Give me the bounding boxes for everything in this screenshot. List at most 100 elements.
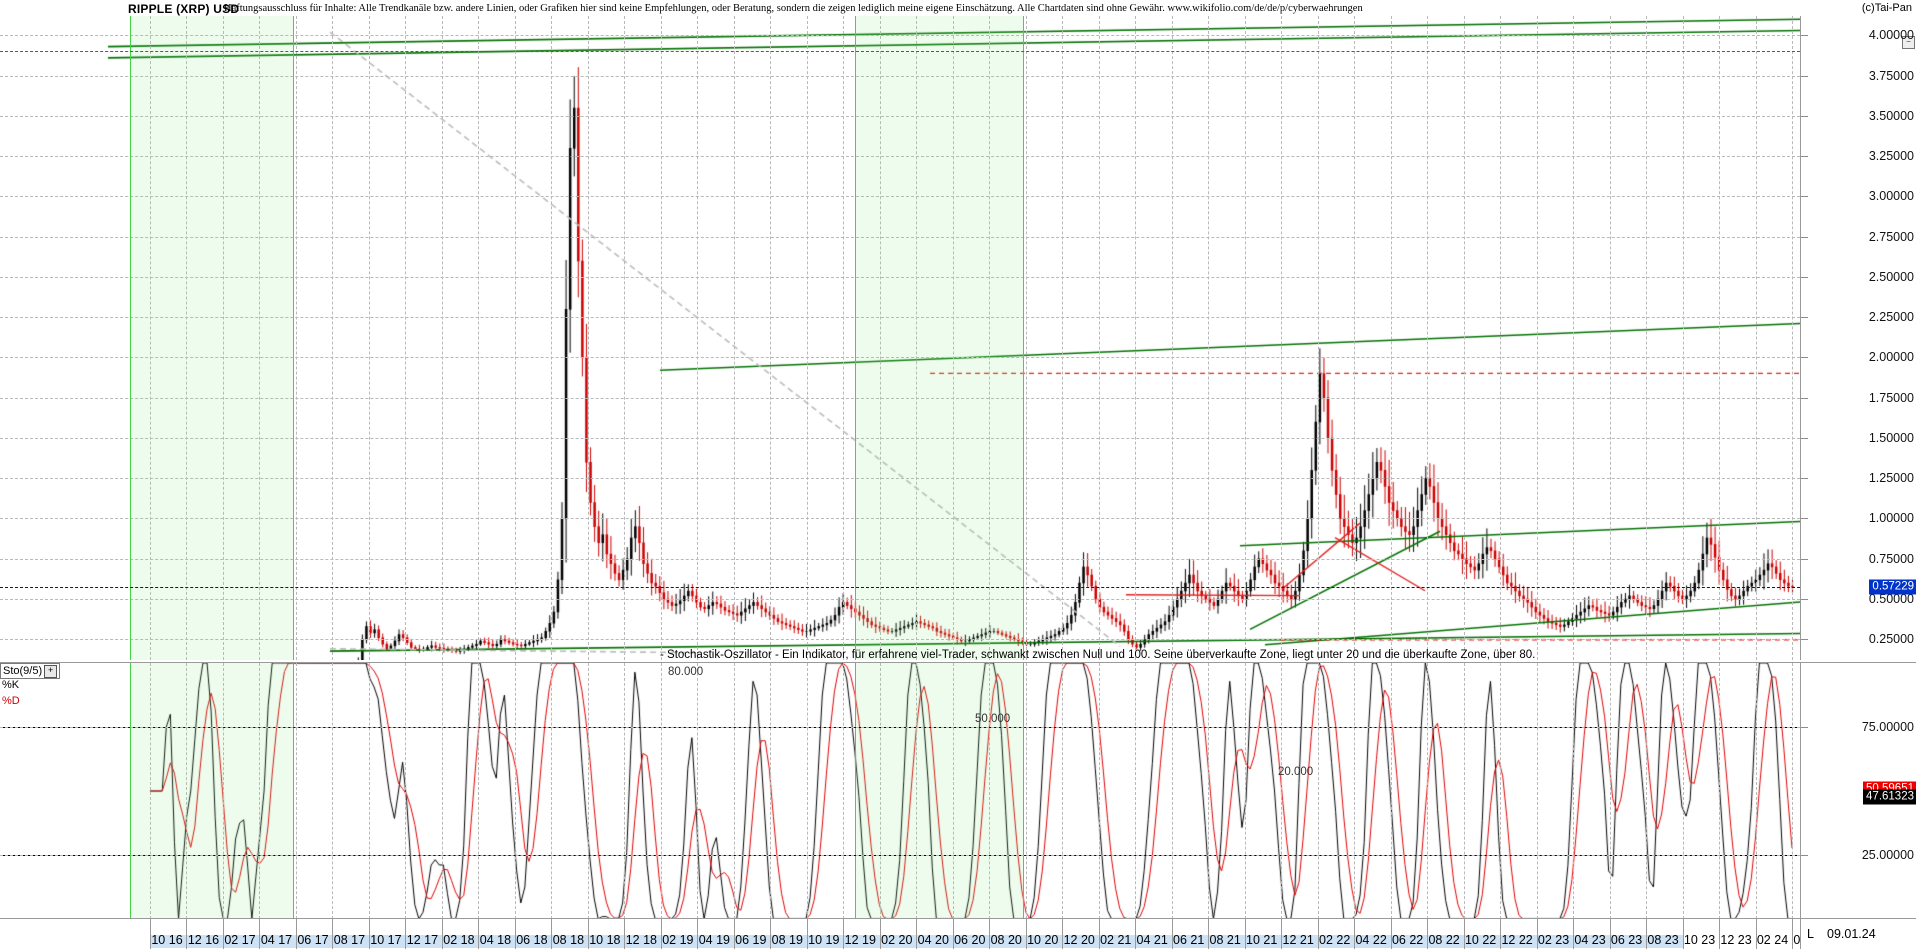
grid-line-vertical xyxy=(1025,663,1027,919)
grid-line-vertical xyxy=(1646,16,1648,660)
grid-line-vertical xyxy=(441,16,443,660)
grid-line-vertical xyxy=(770,663,772,919)
grid-line-vertical xyxy=(733,663,735,919)
date-tick-label: 06 17 xyxy=(297,933,329,947)
grid-line-vertical xyxy=(1354,663,1356,919)
grid-line-horizontal xyxy=(0,156,1800,158)
grid-line-horizontal xyxy=(0,276,1800,278)
date-tick xyxy=(1171,919,1173,949)
date-tick-label: 10 16 xyxy=(151,933,183,947)
grid-line-vertical xyxy=(1573,663,1575,919)
date-tick xyxy=(1719,919,1721,949)
grid-line-vertical xyxy=(1135,16,1137,660)
date-tick-label: 02 18 xyxy=(443,933,475,947)
grid-line-vertical xyxy=(1244,663,1246,919)
grid-line-vertical xyxy=(1281,16,1283,660)
date-axis-corner: L 09.01.24 xyxy=(1800,918,1916,949)
price-chart-pane[interactable] xyxy=(0,16,1800,660)
date-tick-label: 04 21 xyxy=(1136,933,1168,947)
price-axis-tick xyxy=(1801,156,1808,158)
date-tick-label: 02 23 xyxy=(1537,933,1570,947)
price-axis-tick xyxy=(1801,518,1808,520)
price-axis-label: 1.00000 xyxy=(1868,511,1914,526)
date-tick xyxy=(1609,919,1611,949)
last-price-badge: 0.57229 xyxy=(1869,579,1916,595)
grid-line-vertical xyxy=(806,663,808,919)
grid-line-vertical xyxy=(186,663,188,919)
date-tick xyxy=(1682,919,1684,949)
grid-line-horizontal xyxy=(0,236,1800,238)
grid-line-vertical xyxy=(1536,663,1538,919)
indicator-expand-icon[interactable]: + xyxy=(44,664,58,678)
date-tick-label: 04 19 xyxy=(698,933,730,947)
grid-line-vertical xyxy=(916,663,918,919)
grid-line-vertical xyxy=(660,16,662,660)
price-axis[interactable]: − 4.00000 3.75000 3.50000 3.25000 3.00000 2.7… xyxy=(1800,16,1916,660)
grid-line-vertical xyxy=(1500,663,1502,919)
highlight-zone xyxy=(855,663,1024,919)
resistance-line xyxy=(0,51,1800,53)
stochastic-indicator-pane[interactable]: Sto(9/5) + %K %D xyxy=(0,662,1800,919)
grid-line-vertical xyxy=(405,663,407,919)
price-axis-label: 1.75000 xyxy=(1868,390,1914,405)
grid-line-horizontal xyxy=(0,478,1800,480)
date-tick-label: 02 21 xyxy=(1100,933,1132,947)
axis-collapse-button[interactable]: − xyxy=(1902,36,1915,49)
grid-line-vertical xyxy=(733,16,735,660)
grid-line-vertical xyxy=(1171,663,1173,919)
date-tick-label: 12 21 xyxy=(1282,933,1314,947)
grid-line-vertical xyxy=(879,16,881,660)
grid-line-vertical xyxy=(1792,663,1793,919)
price-axis-label: 2.25000 xyxy=(1868,310,1914,325)
level-50-label: 50.000 xyxy=(975,713,1011,725)
grid-line-vertical xyxy=(952,663,954,919)
price-axis-tick xyxy=(1801,437,1808,439)
date-tick-label: 08 17 xyxy=(333,933,366,947)
grid-line-vertical xyxy=(551,663,553,919)
price-axis-tick xyxy=(1801,317,1808,319)
grid-line-vertical xyxy=(1609,16,1611,660)
price-axis-label: 3.75000 xyxy=(1868,68,1914,83)
grid-line-vertical xyxy=(916,16,918,660)
indicator-settings-box[interactable]: Sto(9/5) + xyxy=(0,663,61,679)
price-axis-tick xyxy=(1801,357,1808,359)
highlight-zone xyxy=(855,16,1024,660)
date-axis[interactable]: 10 16 12 16 02 17 04 17 06 17 08 17 10 17 12 17… xyxy=(0,918,1800,949)
stochastic-axis-label: 25.00000 xyxy=(1861,848,1914,862)
grid-line-vertical xyxy=(1281,663,1283,919)
date-tick xyxy=(1244,919,1246,949)
grid-line-horizontal xyxy=(0,35,1800,37)
date-tick xyxy=(952,919,954,949)
grid-line-vertical xyxy=(587,663,589,919)
grid-line-vertical xyxy=(1719,16,1721,660)
date-tick-label: 12 16 xyxy=(187,933,220,947)
grid-line-vertical xyxy=(1135,663,1137,919)
date-tick xyxy=(1354,919,1356,949)
date-tick-label: 12 18 xyxy=(625,933,657,947)
copyright-label: (c)Tai-Pan xyxy=(1861,2,1912,14)
date-tick-label: 10 17 xyxy=(370,933,402,947)
stochastic-canvas xyxy=(0,663,1800,919)
date-tick-label: 02 22 xyxy=(1319,933,1351,947)
grid-line-vertical xyxy=(1427,16,1429,660)
price-axis-tick xyxy=(1801,115,1808,117)
grid-line-vertical xyxy=(1463,663,1465,919)
grid-line-vertical xyxy=(843,16,845,660)
highlight-zone xyxy=(130,16,294,660)
date-tick-label: 04 22 xyxy=(1355,933,1387,947)
date-tick xyxy=(551,919,553,949)
date-tick xyxy=(879,919,881,949)
price-axis-label: 0.25000 xyxy=(1868,632,1914,647)
date-tick-label: 04 18 xyxy=(479,933,512,947)
grid-line-vertical xyxy=(551,16,553,660)
grid-line-vertical xyxy=(770,16,772,660)
date-tick xyxy=(733,919,735,949)
grid-line-vertical xyxy=(1427,663,1429,919)
price-axis-tick xyxy=(1801,276,1808,278)
grid-line-vertical xyxy=(624,16,626,660)
date-tick xyxy=(222,919,224,949)
price-candles-canvas xyxy=(0,16,1800,660)
grid-line-vertical xyxy=(1171,16,1173,660)
grid-line-horizontal xyxy=(0,75,1800,77)
